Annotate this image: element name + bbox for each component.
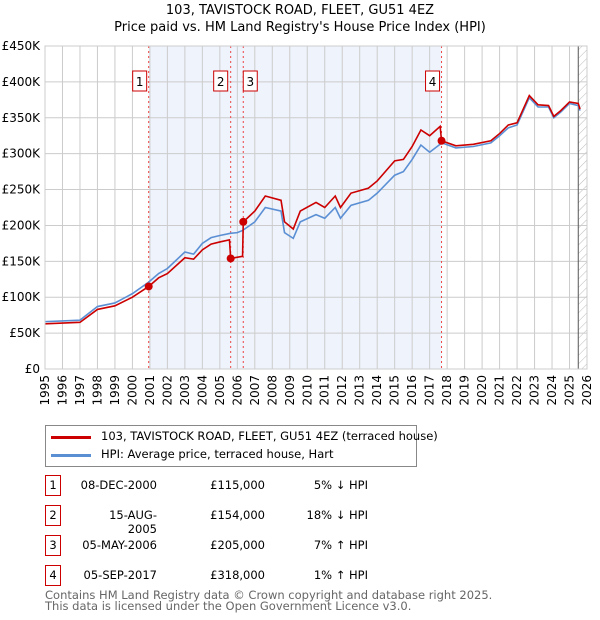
sale-number-badge: 3	[45, 535, 61, 556]
ownership-shading	[148, 46, 442, 369]
sale-hpi-diff: 7% ↑ HPI	[313, 538, 368, 552]
sale-label-box	[213, 70, 229, 92]
sale-price: £205,000	[210, 538, 265, 552]
x-tick-label: 1999	[108, 375, 122, 406]
x-tick-label: 2025	[563, 375, 577, 406]
y-tick-label: £50K	[9, 326, 41, 340]
legend-red-label: 103, TAVISTOCK ROAD, FLEET, GU51 4EZ (te…	[101, 429, 438, 443]
x-tick-label: 2011	[318, 375, 332, 406]
property-series-line	[44, 94, 581, 325]
x-tick-label: 2012	[335, 375, 349, 406]
sale-number-badge: 4	[45, 565, 61, 586]
x-tick-label: 2023	[528, 375, 542, 406]
sale-price: £115,000	[210, 478, 265, 492]
y-tick-label: £150K	[2, 254, 42, 268]
sale-hpi-diff: 18% ↓ HPI	[306, 508, 368, 522]
x-tick-label: 2018	[440, 375, 454, 406]
sale-date: 15-AUG-2005	[109, 508, 157, 536]
x-tick-label: 2008	[265, 375, 279, 406]
sale-label-number: 2	[217, 75, 225, 89]
sale-point	[226, 254, 235, 263]
x-tick-label: 2017	[423, 375, 437, 406]
x-tick-label: 2019	[458, 375, 472, 406]
x-tick-label: 2026	[580, 375, 594, 406]
x-tick-label: 2013	[353, 375, 367, 406]
sale-point	[144, 282, 153, 291]
sale-label-number: 1	[136, 75, 144, 89]
x-tick-label: 2003	[178, 375, 192, 406]
x-tick-label: 2002	[160, 375, 174, 406]
sale-date: 05-MAY-2006	[82, 538, 157, 552]
title-line1: 103, TAVISTOCK ROAD, FLEET, GU51 4EZ	[165, 3, 435, 18]
x-tick-label: 1995	[38, 375, 52, 406]
y-tick-label: £300K	[2, 147, 42, 161]
title-line2: Price paid vs. HM Land Registry's House …	[114, 20, 486, 35]
sale-number-badge: 2	[45, 505, 61, 526]
y-tick-label: £250K	[2, 183, 42, 197]
x-tick-label: 2001	[143, 375, 157, 406]
sale-price: £154,000	[210, 508, 265, 522]
x-tick-label: 2015	[388, 375, 402, 406]
x-tick-label: 1998	[90, 375, 104, 406]
y-tick-label: £0	[25, 362, 40, 376]
x-tick-label: 2016	[405, 375, 419, 406]
x-tick-label: 2020	[475, 375, 489, 406]
sale-point	[437, 136, 446, 145]
legend-red-line	[51, 436, 91, 439]
sale-label-box	[425, 70, 441, 92]
sale-point	[239, 217, 248, 226]
sale-label-number: 3	[246, 75, 254, 89]
y-tick-label: £100K	[2, 290, 42, 304]
legend-blue-label: HPI: Average price, terraced house, Hart	[101, 447, 334, 461]
sale-label-box	[132, 70, 148, 92]
sale-hpi-diff: 1% ↑ HPI	[313, 568, 368, 582]
hpi-series-line	[44, 96, 581, 323]
price-chart: 1995 1996 1997 1998 1999 2000 2001 2002 2003 2004…	[2, 39, 594, 406]
legend: 103, TAVISTOCK ROAD, FLEET, GU51 4EZ (te…	[45, 425, 438, 467]
y-tick-label: £350K	[2, 111, 42, 125]
x-tick-label: 2000	[125, 375, 139, 406]
sale-label-number: 4	[429, 75, 437, 89]
x-tick-label: 2009	[283, 375, 297, 406]
x-tick-label: 1996	[55, 375, 69, 406]
y-tick-label: £200K	[2, 218, 42, 232]
forecast-hatch	[578, 46, 587, 369]
x-tick-label: 2010	[300, 375, 314, 406]
sale-label-box	[242, 70, 258, 92]
x-tick-label: 2005	[213, 375, 227, 406]
sale-number-badge: 1	[45, 475, 61, 496]
plot-border	[44, 45, 588, 370]
sale-date: 05-SEP-2017	[83, 568, 157, 582]
footer-line1: Contains HM Land Registry data © Crown c…	[45, 588, 493, 602]
footer-line2: This data is licensed under the Open Gov…	[45, 599, 412, 613]
sale-date: 08-DEC-2000	[80, 478, 157, 492]
x-tick-label: 2004	[195, 375, 209, 406]
x-tick-label: 2024	[545, 375, 559, 406]
y-tick-label: £400K	[2, 75, 42, 89]
footer: Contains HM Land Registry data © Crown c…	[45, 588, 493, 613]
x-tick-label: 2022	[510, 375, 524, 406]
x-tick-label: 1997	[73, 375, 87, 406]
x-tick-label: 2006	[230, 375, 244, 406]
sale-price: £318,000	[210, 568, 265, 582]
sale-hpi-diff: 5% ↓ HPI	[313, 478, 368, 492]
x-tick-label: 2021	[493, 375, 507, 406]
x-tick-label: 2014	[370, 375, 384, 406]
x-tick-label: 2007	[248, 375, 262, 406]
chart-title: 103, TAVISTOCK ROAD, FLEET, GU51 4EZ Pri…	[0, 2, 600, 36]
y-tick-label: £450K	[2, 39, 42, 53]
legend-blue-line	[51, 454, 91, 457]
